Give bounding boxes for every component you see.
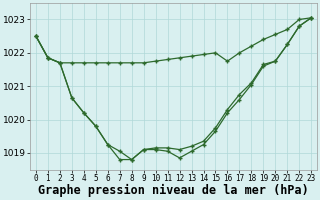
X-axis label: Graphe pression niveau de la mer (hPa): Graphe pression niveau de la mer (hPa) (38, 184, 309, 197)
